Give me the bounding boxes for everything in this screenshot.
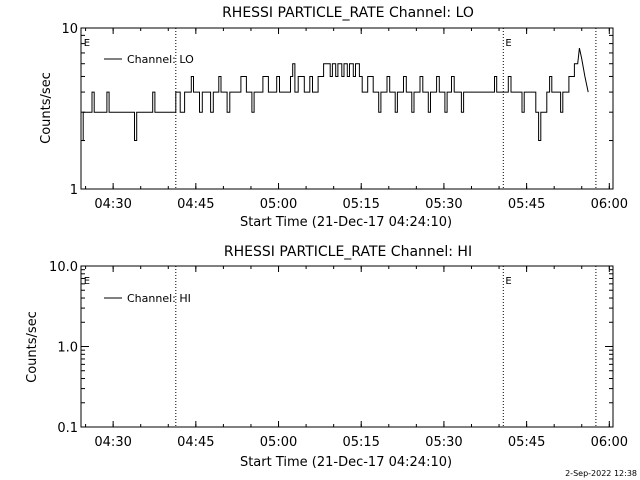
y-tick-label-hi-1: 1.0 — [57, 341, 78, 356]
legend-label-hi: Channel: HI — [127, 292, 191, 305]
chart-title-lo: RHESSI PARTICLE_RATE Channel: LO — [222, 5, 474, 21]
x-tick-label-hi-5: 05:45 — [508, 435, 545, 450]
footer-date: 2-Sep-2022 12:38 — [565, 469, 637, 478]
legend-label-lo: Channel: LO — [127, 53, 194, 66]
x-tick-label-lo-3: 05:15 — [342, 197, 379, 212]
x-tick-label-hi-4: 05:30 — [425, 435, 462, 450]
legend-hi: Channel: HI — [104, 292, 191, 305]
y-axis-label-hi: Counts/sec — [25, 311, 40, 383]
plot-content-lo: E E 04:30 04:45 05:00 05:15 05:30 05:45 06:00 1 10 — [61, 22, 628, 212]
y-tick-label-hi-0: 0.1 — [57, 421, 78, 436]
y-tick-label-hi-2: 10.0 — [49, 260, 78, 275]
plot-frame-lo — [80, 27, 614, 190]
x-tick-label-hi-2: 05:00 — [260, 435, 297, 450]
x-axis-label-hi: Start Time (21-Dec-17 04:24:10) — [240, 455, 452, 470]
plot-frame-hi — [80, 265, 614, 428]
x-tick-label-hi-3: 05:15 — [342, 435, 379, 450]
y-tick-label-lo-1: 10 — [61, 22, 78, 37]
chart-title-hi: RHESSI PARTICLE_RATE Channel: HI — [224, 244, 472, 260]
x-tick-label-hi-1: 04:45 — [177, 435, 214, 450]
plot-content-hi: E E 04:30 04:45 05:00 05:15 05:30 05:45 06:00 0.1… — [49, 260, 628, 450]
x-tick-label-hi-6: 06:00 — [591, 435, 628, 450]
series-line-lo-0 — [81, 47, 589, 141]
panel-lo: RHESSI PARTICLE_RATE Channel: LO E E 04:30… — [39, 5, 628, 230]
y-tick-label-lo-0: 1 — [70, 183, 78, 198]
x-tick-label-lo-5: 05:45 — [508, 197, 545, 212]
x-tick-label-hi-0: 04:30 — [94, 435, 131, 450]
event-marker-hi-1: E — [505, 276, 511, 287]
x-tick-label-lo-6: 06:00 — [591, 197, 628, 212]
legend-lo: Channel: LO — [104, 53, 194, 66]
x-tick-label-lo-2: 05:00 — [260, 197, 297, 212]
x-tick-label-lo-4: 05:30 — [425, 197, 462, 212]
x-axis-label-lo: Start Time (21-Dec-17 04:24:10) — [240, 215, 452, 230]
event-marker-hi-0: E — [84, 276, 90, 287]
x-tick-label-lo-0: 04:30 — [94, 197, 131, 212]
event-marker-lo-0: E — [84, 38, 90, 49]
panel-hi: RHESSI PARTICLE_RATE Channel: HI E E 04:30… — [25, 244, 628, 470]
x-tick-label-lo-1: 04:45 — [177, 197, 214, 212]
event-marker-lo-1: E — [505, 38, 511, 49]
y-axis-label-lo: Counts/sec — [39, 72, 54, 144]
